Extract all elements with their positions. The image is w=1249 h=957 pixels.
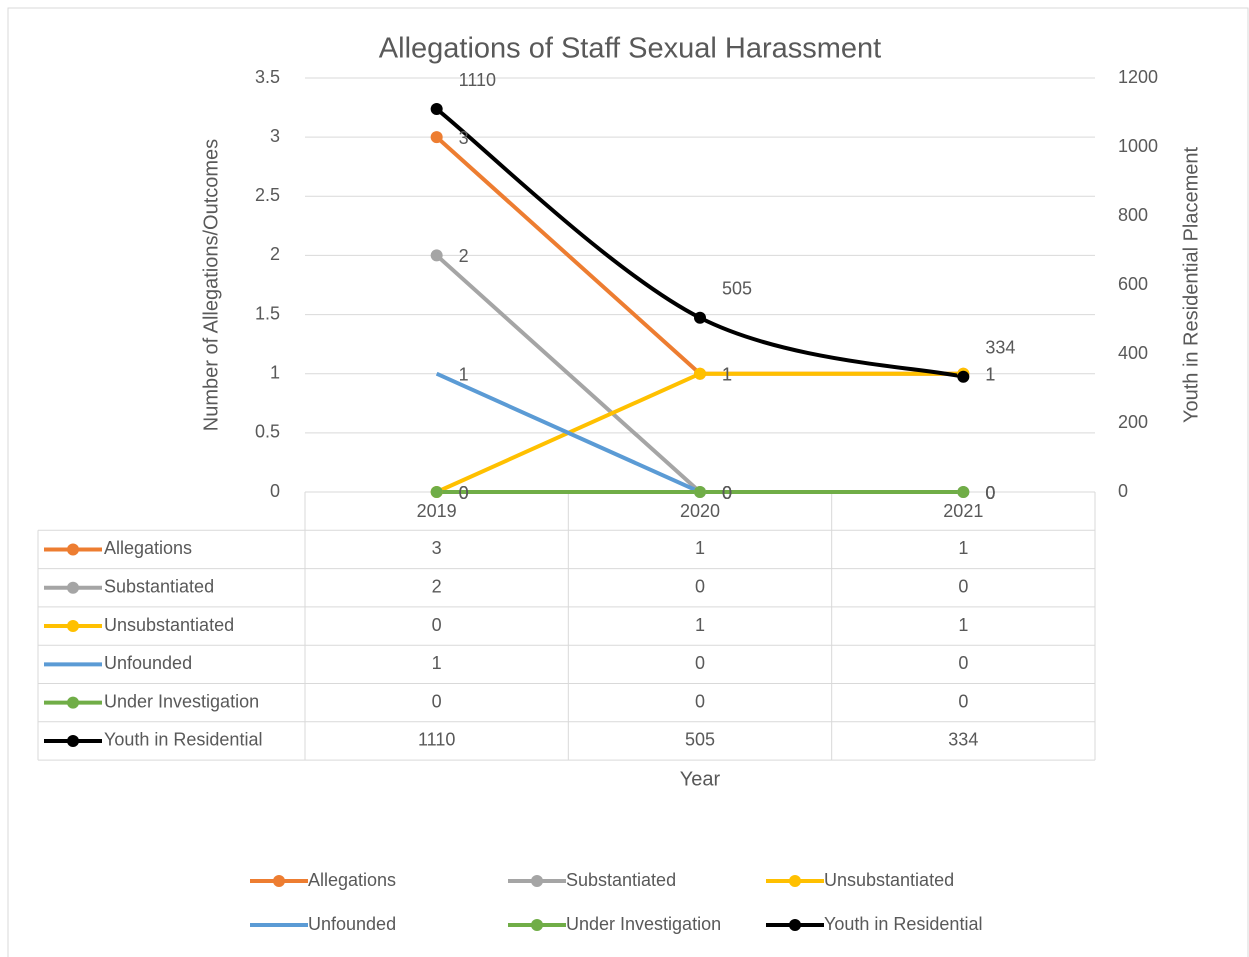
- marker: [957, 370, 970, 383]
- data-label: 1: [722, 364, 732, 384]
- table-legend-key-marker: [67, 620, 79, 633]
- legend-label: Substantiated: [566, 870, 676, 890]
- table-cell: 0: [958, 691, 968, 711]
- legend-key-marker: [531, 919, 543, 931]
- data-label: 1: [722, 364, 732, 384]
- marker: [694, 486, 706, 498]
- table-cell: 1: [432, 653, 442, 673]
- x-axis-title: Year: [680, 768, 721, 790]
- data-label: 1: [985, 364, 995, 384]
- data-label: 0: [985, 483, 995, 503]
- table-cell: 0: [432, 691, 442, 711]
- table-row-header: Unfounded: [104, 653, 192, 673]
- table-cell: 1: [695, 538, 705, 558]
- table-legend-key-marker: [67, 734, 79, 747]
- y2-tick-label: 400: [1118, 343, 1148, 363]
- y2-tick-label: 1200: [1118, 67, 1158, 87]
- table-cell: 0: [695, 653, 705, 673]
- table-cell: 0: [695, 577, 705, 597]
- x-tick-label: 2020: [680, 501, 720, 521]
- marker: [430, 486, 443, 498]
- y-tick-label: 3.5: [255, 67, 280, 87]
- x-tick-label: 2021: [943, 501, 983, 521]
- table-cell: 3: [432, 538, 442, 558]
- table-cell: 0: [958, 653, 968, 673]
- data-label: 0: [985, 483, 995, 503]
- legend-key-marker: [273, 875, 285, 887]
- table-cell: 1: [958, 615, 968, 635]
- marker: [694, 367, 706, 380]
- legend-key-marker: [789, 875, 801, 887]
- chart-border: [7, 7, 1249, 957]
- legend-key-marker: [531, 875, 543, 887]
- legend-label: Unfounded: [308, 914, 396, 934]
- table-legend-key-marker: [67, 543, 79, 556]
- y-tick-label: 3: [270, 126, 280, 146]
- marker: [430, 131, 443, 144]
- y2-tick-label: 1000: [1118, 136, 1158, 156]
- table-cell: 0: [958, 577, 968, 597]
- table-cell: 0: [695, 691, 705, 711]
- marker: [430, 249, 443, 262]
- y2-tick-label: 200: [1118, 412, 1148, 432]
- y-tick-label: 2.5: [255, 185, 280, 205]
- legend-label: Under Investigation: [566, 914, 721, 934]
- y-tick-label: 1: [270, 362, 280, 382]
- legend-label: Unsubstantiated: [824, 870, 954, 890]
- y-tick-label: 2: [270, 244, 280, 264]
- y2-tick-label: 0: [1118, 481, 1128, 501]
- marker: [694, 311, 706, 324]
- legend-key-marker: [789, 919, 801, 931]
- y2-tick-label: 800: [1118, 205, 1148, 225]
- data-label: 505: [722, 279, 752, 299]
- table-cell: 1: [958, 538, 968, 558]
- marker: [430, 103, 443, 116]
- legend-label: Youth in Residential: [824, 914, 982, 934]
- table-cell: 1110: [418, 730, 455, 750]
- y-tick-label: 0: [270, 481, 280, 501]
- table-row-header: Youth in Residential: [104, 730, 262, 750]
- y2-tick-label: 600: [1118, 274, 1148, 294]
- y-tick-label: 1.5: [255, 303, 280, 323]
- data-label: 0: [459, 483, 469, 503]
- chart-title: Allegations of Staff Sexual Harassment: [379, 33, 881, 65]
- data-label: 1110: [459, 70, 496, 90]
- table-cell: 0: [432, 615, 442, 635]
- y2-axis-title: Youth in Residential Placement: [1180, 147, 1202, 424]
- data-label: 0: [722, 483, 732, 503]
- table-cell: 2: [432, 577, 442, 597]
- legend-label: Allegations: [308, 870, 396, 890]
- table-legend-key-marker: [67, 581, 79, 594]
- data-label: 2: [459, 246, 469, 266]
- y-axis-title: Number of Allegations/Outcomes: [200, 139, 222, 431]
- data-label: 334: [985, 338, 1015, 358]
- y-tick-label: 0.5: [255, 422, 280, 442]
- table-cell: 1: [695, 615, 705, 635]
- table-cell: 334: [948, 730, 978, 750]
- x-tick-label: 2019: [417, 501, 457, 521]
- data-label: 1: [459, 364, 469, 384]
- table-row-header: Allegations: [104, 538, 192, 558]
- data-label: 1: [985, 364, 995, 384]
- table-row-header: Under Investigation: [104, 691, 259, 711]
- table-row-header: Unsubstantiated: [104, 615, 234, 635]
- data-label: 0: [459, 483, 469, 503]
- table-legend-key-marker: [67, 696, 79, 709]
- table-row-header: Substantiated: [104, 577, 214, 597]
- data-label: 0: [722, 483, 732, 503]
- data-label: 0: [722, 483, 732, 503]
- data-label: 3: [459, 128, 469, 148]
- table-cell: 505: [685, 730, 715, 750]
- data-label: 0: [985, 483, 995, 503]
- marker: [957, 486, 970, 498]
